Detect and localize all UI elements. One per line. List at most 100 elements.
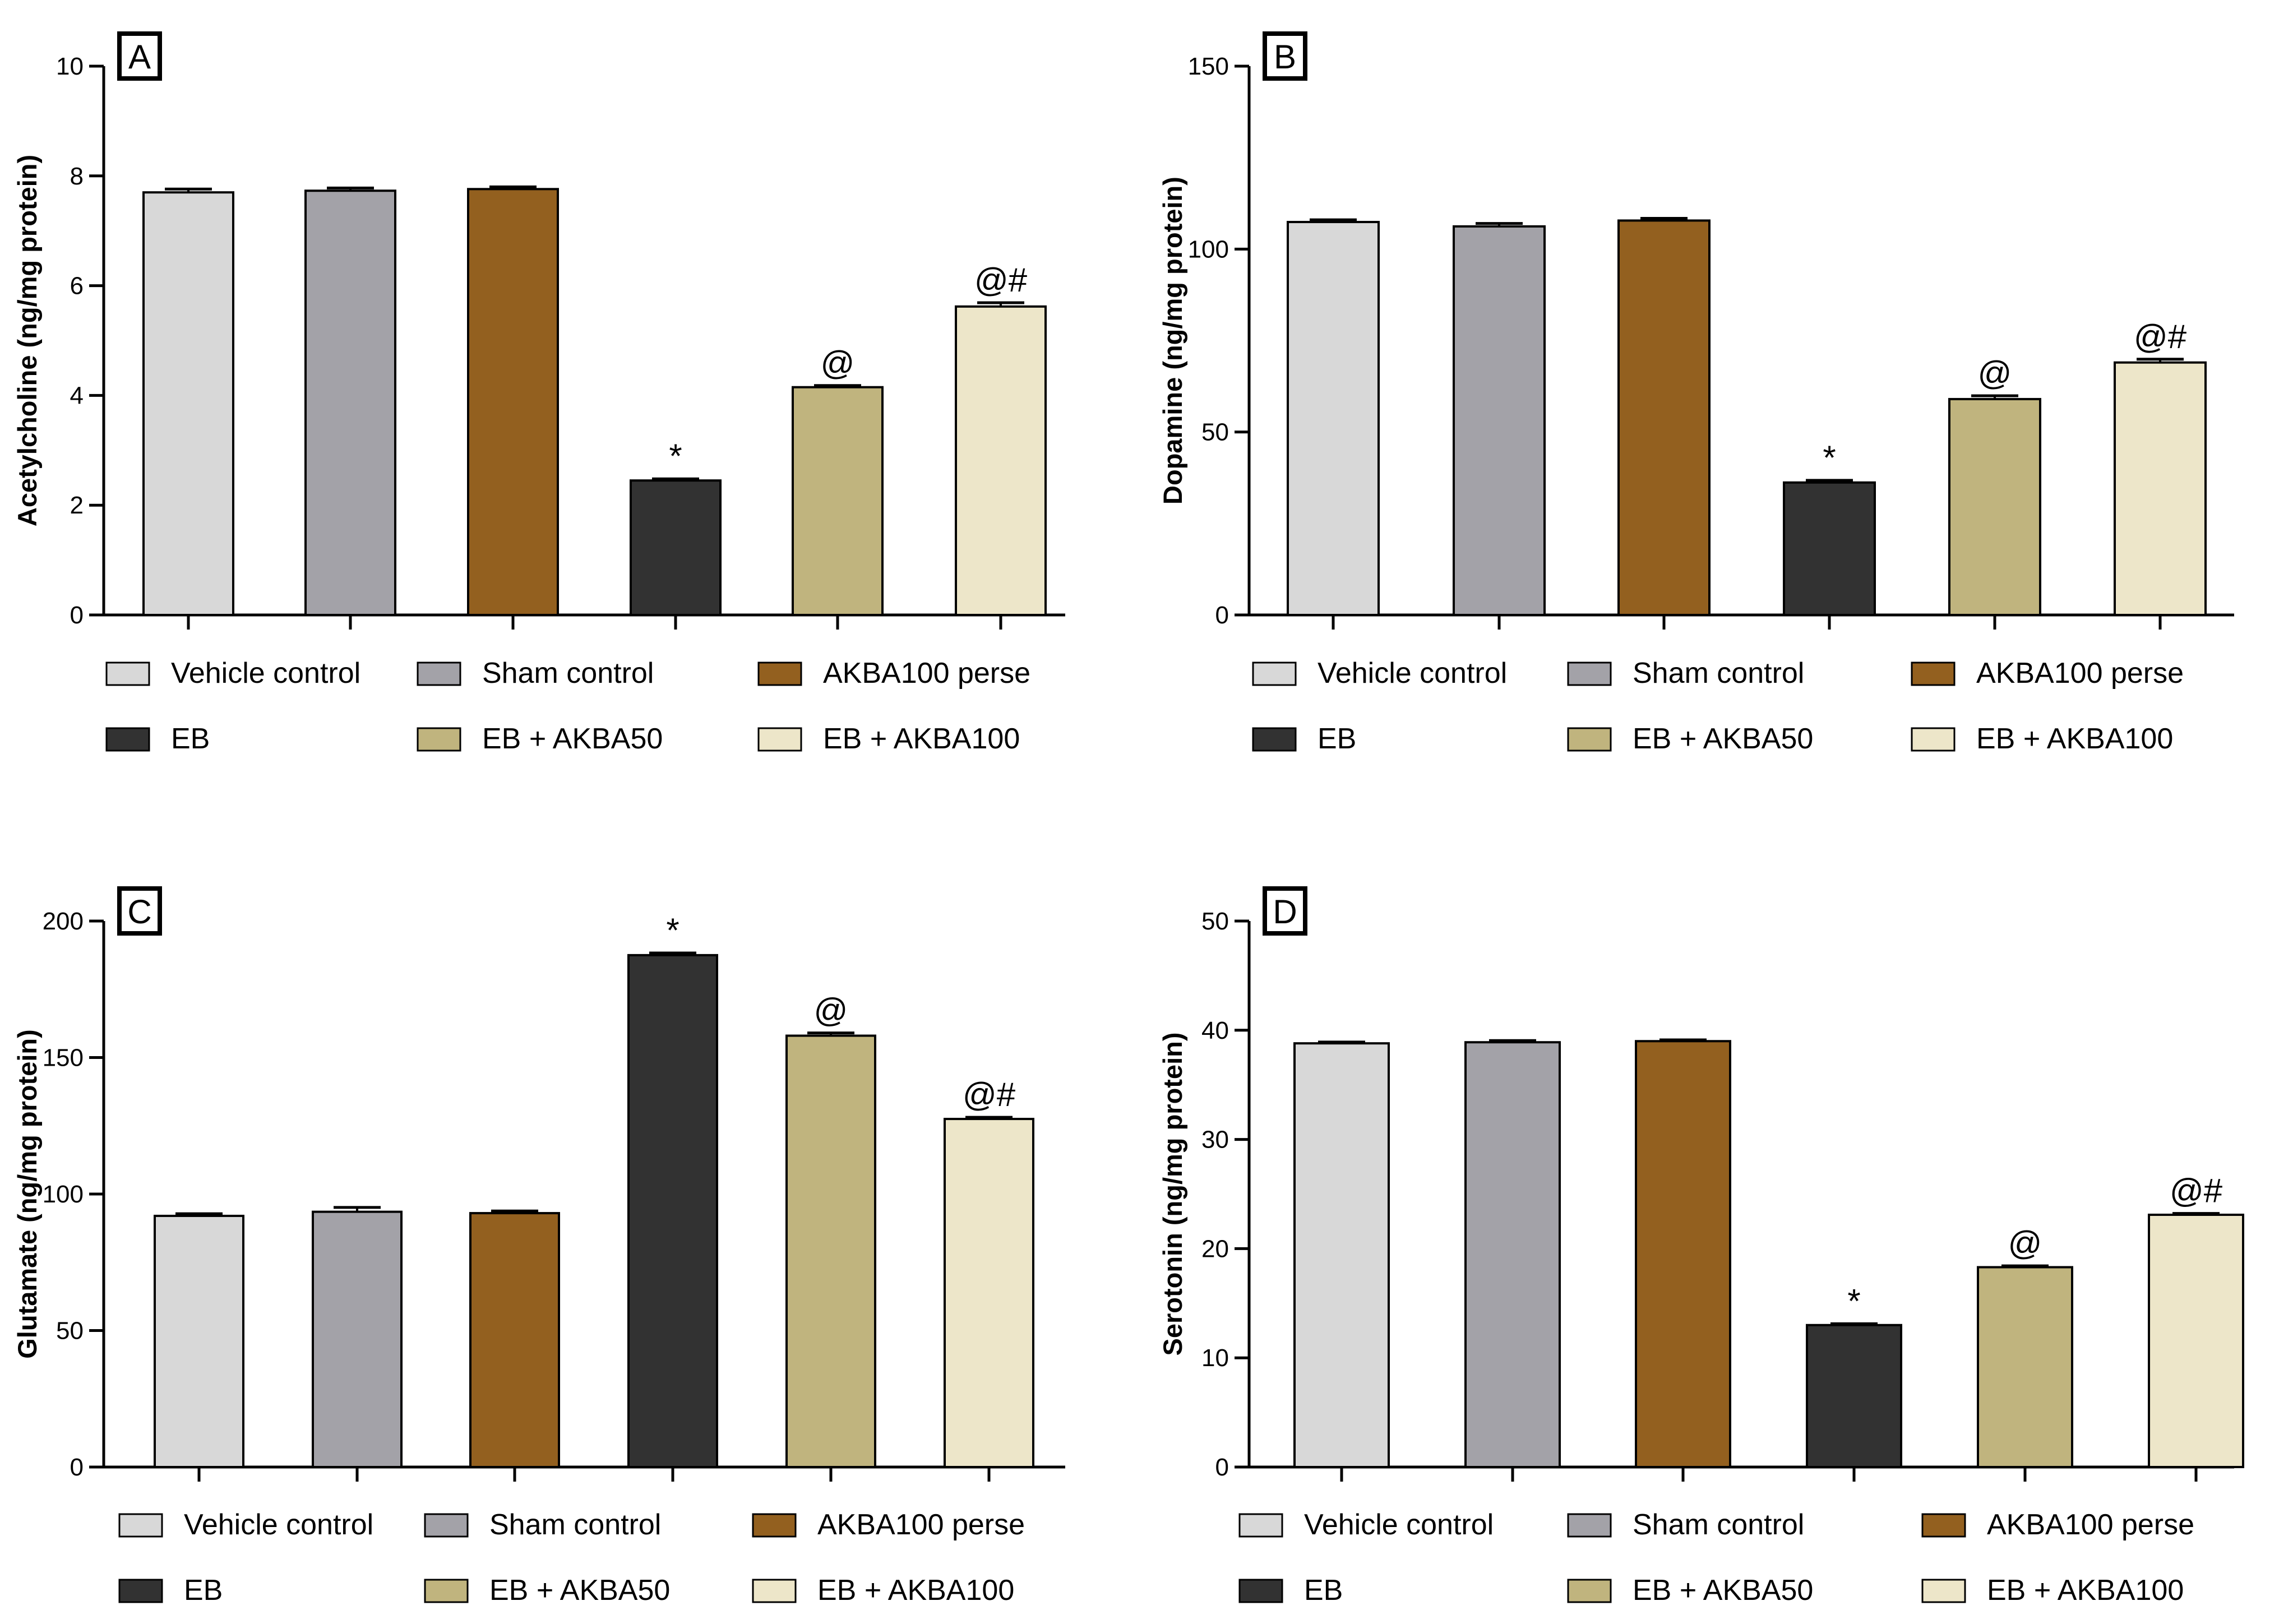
bar-vehicle-control [1287, 221, 1380, 616]
bar-eb [630, 479, 722, 617]
bar-eb [627, 954, 718, 1468]
legend-swatch-akba100-perse [757, 661, 802, 686]
legend-swatch-akba100-perse [752, 1513, 797, 1538]
legend-label-vehicle-control: Vehicle control [1304, 1509, 1494, 1541]
y-tick-label: 50 [56, 1317, 84, 1345]
legend-swatch-sham-control [417, 661, 461, 686]
y-tick-label: 40 [1201, 1017, 1229, 1044]
y-tick-label: 0 [70, 1454, 84, 1481]
significance-mark: * [669, 437, 682, 475]
bar-eb-akba100 [2148, 1214, 2244, 1468]
bar-eb-akba100 [2114, 361, 2207, 616]
significance-mark: @# [974, 261, 1028, 299]
legend-swatch-eb-akba50 [424, 1579, 469, 1603]
panel-letter-box [117, 31, 162, 81]
legend-label-akba100-perse: AKBA100 perse [817, 1509, 1025, 1541]
y-tick-label: 4 [70, 382, 84, 409]
legend-label-sham-control: Sham control [489, 1509, 661, 1541]
legend-swatch-akba100-perse [1911, 661, 1956, 686]
legend-label-eb-akba50: EB + AKBA50 [482, 723, 663, 755]
legend-swatch-sham-control [424, 1513, 469, 1538]
legend-swatch-eb-akba50 [1567, 727, 1612, 752]
legend-swatch-eb-akba100 [1911, 727, 1956, 752]
y-tick-label: 100 [43, 1181, 84, 1208]
bar-vehicle-control [154, 1214, 244, 1468]
y-tick-label: 150 [43, 1044, 84, 1072]
legend-swatch-vehicle-control [118, 1513, 163, 1538]
bar-akba100-perse [467, 188, 559, 616]
bar-sham-control [1464, 1041, 1561, 1468]
y-tick-label: 10 [56, 53, 84, 80]
legend-label-eb-akba100: EB + AKBA100 [823, 723, 1020, 755]
legend-label-akba100-perse: AKBA100 perse [1976, 657, 2184, 690]
y-tick-label: 100 [1188, 235, 1229, 263]
y-tick-label: 50 [1201, 908, 1229, 935]
significance-mark: @ [1978, 354, 2012, 392]
y-tick-label: 6 [70, 272, 84, 300]
y-axis-label: Dopamine (ng/mg protein) [1158, 177, 1187, 505]
panel-d: 0 10 20 30 40 50 Serotonin (ng/mg protein) D * @ @… [1158, 886, 2244, 1607]
significance-mark: @ [814, 992, 848, 1029]
legend-swatch-akba100-perse [1921, 1513, 1966, 1538]
y-tick-label: 10 [1201, 1344, 1229, 1372]
y-tick-label: 150 [1188, 53, 1229, 80]
legend-label-vehicle-control: Vehicle control [184, 1509, 373, 1541]
legend-swatch-eb-akba100 [752, 1579, 797, 1603]
significance-mark: @ [821, 344, 855, 382]
bar-akba100-perse [469, 1212, 560, 1469]
significance-mark: @ [2008, 1224, 2042, 1262]
legend-label-sham-control: Sham control [482, 657, 654, 690]
bar-eb-akba50 [785, 1034, 876, 1469]
panel-letter-box [117, 886, 162, 936]
legend-swatch-eb [1252, 727, 1297, 752]
bar-akba100-perse [1635, 1040, 1731, 1468]
legend-label-eb: EB [184, 1574, 223, 1607]
legend-swatch-eb [1238, 1579, 1283, 1603]
bar-sham-control [312, 1210, 403, 1469]
significance-mark: @# [2134, 318, 2187, 355]
bar-sham-control [304, 189, 396, 617]
legend-swatch-vehicle-control [1252, 661, 1297, 686]
y-tick-label: 8 [70, 163, 84, 190]
bar-sham-control [1453, 225, 1546, 617]
legend-swatch-vehicle-control [105, 661, 150, 686]
legend-label-eb: EB [1318, 723, 1356, 755]
legend-swatch-eb-akba50 [1567, 1579, 1612, 1603]
panel-letter: B [1274, 38, 1296, 76]
legend-swatch-eb [118, 1579, 163, 1603]
y-tick-label: 200 [43, 908, 84, 935]
panel-a: 0 2 4 6 8 10 Acetylcholine (ng/mg protein) A * @ @… [12, 31, 1065, 755]
y-tick-label: 0 [70, 602, 84, 629]
bar-eb-akba100 [955, 305, 1047, 616]
legend-swatch-vehicle-control [1238, 1513, 1283, 1538]
legend-label-sham-control: Sham control [1633, 657, 1804, 690]
bar-akba100-perse [1617, 219, 1711, 616]
y-tick-label: 2 [70, 492, 84, 519]
significance-mark: @# [963, 1076, 1016, 1113]
significance-mark: * [1823, 439, 1836, 476]
legend-label-vehicle-control: Vehicle control [171, 657, 360, 690]
bar-eb-akba100 [944, 1118, 1034, 1468]
legend-swatch-eb-akba100 [757, 727, 802, 752]
y-axis-label: Acetylcholine (ng/mg protein) [12, 155, 42, 526]
legend-label-eb: EB [171, 723, 210, 755]
legend-label-eb-akba100: EB + AKBA100 [817, 1574, 1014, 1607]
legend-label-eb-akba50: EB + AKBA50 [1633, 1574, 1813, 1607]
y-tick-label: 0 [1215, 1454, 1229, 1481]
legend-swatch-sham-control [1567, 1513, 1612, 1538]
legend-swatch-eb-akba50 [417, 727, 461, 752]
legend-label-eb-akba100: EB + AKBA100 [1976, 723, 2173, 755]
y-tick-label: 0 [1215, 602, 1229, 629]
panel-c: 0 50 100 150 200 Glutamate (ng/mg protein) C * @… [12, 886, 1065, 1607]
bar-eb-akba50 [1977, 1266, 2073, 1469]
legend-label-akba100-perse: AKBA100 perse [1987, 1509, 2194, 1541]
legend-label-eb-akba50: EB + AKBA50 [1633, 723, 1813, 755]
y-axis-label: Serotonin (ng/mg protein) [1158, 1033, 1187, 1356]
y-axis-label: Glutamate (ng/mg protein) [12, 1029, 42, 1359]
legend-label-eb: EB [1304, 1574, 1343, 1607]
legend-swatch-sham-control [1567, 661, 1612, 686]
legend-label-sham-control: Sham control [1633, 1509, 1804, 1541]
y-tick-label: 20 [1201, 1235, 1229, 1262]
y-tick-label: 50 [1201, 419, 1229, 446]
